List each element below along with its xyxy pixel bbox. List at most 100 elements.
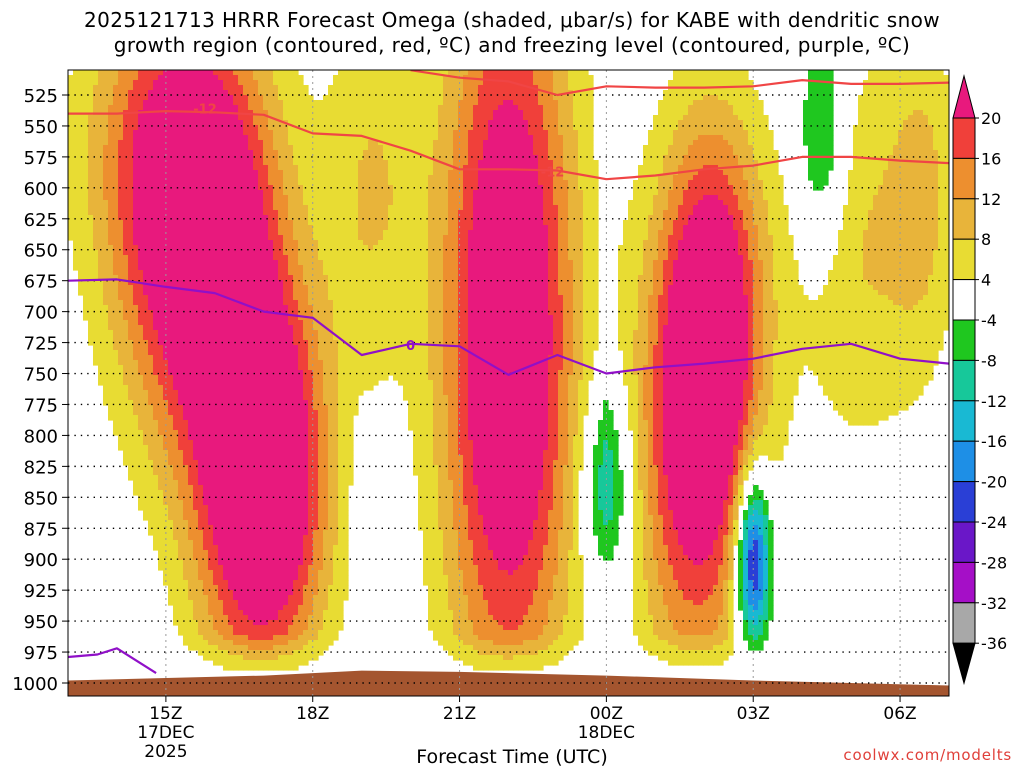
omega-cell: [178, 430, 184, 436]
omega-cell: [203, 585, 209, 591]
omega-cell: [128, 430, 134, 436]
omega-cell: [183, 375, 189, 381]
omega-cell: [303, 445, 309, 451]
omega-cell: [268, 535, 274, 541]
omega-cell: [118, 300, 124, 306]
omega-cell: [233, 95, 239, 101]
omega-cell: [148, 75, 154, 81]
omega-cell: [293, 575, 299, 581]
omega-cell: [73, 255, 79, 261]
omega-cell: [93, 335, 99, 341]
omega-cell: [243, 170, 249, 176]
omega-cell: [163, 295, 169, 301]
omega-cell: [278, 205, 284, 211]
omega-cell: [223, 380, 229, 386]
omega-cell: [188, 305, 194, 311]
omega-cell: [253, 300, 259, 306]
omega-cell: [198, 235, 204, 241]
omega-cell: [113, 285, 119, 291]
omega-cell: [243, 235, 249, 241]
omega-cell: [203, 345, 209, 351]
omega-cell: [183, 595, 189, 601]
omega-cell: [263, 445, 269, 451]
omega-cell: [233, 400, 239, 406]
omega-cell: [233, 200, 239, 206]
omega-cell: [208, 515, 214, 521]
omega-cell: [113, 85, 119, 91]
omega-cell: [218, 640, 224, 646]
omega-cell: [233, 660, 239, 666]
omega-cell: [238, 80, 244, 86]
omega-cell: [153, 100, 159, 106]
omega-cell: [223, 485, 229, 491]
omega-cell: [218, 515, 224, 521]
omega-cell: [238, 635, 244, 641]
omega-cell: [293, 610, 299, 616]
omega-cell: [163, 245, 169, 251]
omega-cell: [288, 440, 294, 446]
omega-cell: [313, 205, 319, 211]
omega-cell: [258, 345, 264, 351]
omega-cell: [143, 170, 149, 176]
omega-cell: [233, 360, 239, 366]
omega-cell: [208, 265, 214, 271]
omega-cell: [218, 135, 224, 141]
omega-cell: [148, 255, 154, 261]
omega-cell: [233, 530, 239, 536]
omega-cell: [308, 460, 314, 466]
omega-cell: [103, 130, 109, 136]
omega-cell: [193, 320, 199, 326]
omega-cell: [113, 150, 119, 156]
omega-cell: [213, 390, 219, 396]
omega-cell: [173, 590, 179, 596]
omega-cell: [263, 360, 269, 366]
omega-cell: [238, 205, 244, 211]
omega-cell: [238, 585, 244, 591]
omega-cell: [313, 545, 319, 551]
omega-cell: [248, 570, 254, 576]
omega-cell: [248, 205, 254, 211]
omega-cell: [303, 530, 309, 536]
omega-cell: [238, 375, 244, 381]
omega-cell: [188, 330, 194, 336]
omega-cell: [283, 170, 289, 176]
omega-cell: [253, 510, 259, 516]
omega-cell: [208, 250, 214, 256]
omega-cell: [163, 450, 169, 456]
omega-cell: [308, 550, 314, 556]
omega-cell: [208, 320, 214, 326]
omega-cell: [98, 250, 104, 256]
omega-cell: [238, 610, 244, 616]
omega-cell: [203, 360, 209, 366]
omega-cell: [243, 230, 249, 236]
omega-cell: [198, 195, 204, 201]
omega-cell: [163, 370, 169, 376]
omega-cell: [228, 270, 234, 276]
omega-cell: [128, 395, 134, 401]
omega-cell: [228, 145, 234, 151]
omega-cell: [173, 340, 179, 346]
omega-cell: [178, 230, 184, 236]
omega-cell: [288, 595, 294, 601]
omega-cell: [228, 455, 234, 461]
omega-cell: [178, 185, 184, 191]
omega-cell: [168, 435, 174, 441]
omega-cell: [203, 645, 209, 651]
omega-cell: [218, 220, 224, 226]
omega-cell: [178, 110, 184, 116]
omega-cell: [263, 335, 269, 341]
omega-cell: [248, 475, 254, 481]
omega-cell: [188, 350, 194, 356]
omega-cell: [288, 115, 294, 121]
omega-cell: [153, 440, 159, 446]
omega-cell: [268, 475, 274, 481]
omega-cell: [203, 280, 209, 286]
omega-cell: [153, 355, 159, 361]
omega-cell: [248, 485, 254, 491]
omega-cell: [213, 450, 219, 456]
omega-cell: [78, 90, 84, 96]
omega-cell: [138, 230, 144, 236]
omega-cell: [238, 370, 244, 376]
omega-cell: [213, 600, 219, 606]
